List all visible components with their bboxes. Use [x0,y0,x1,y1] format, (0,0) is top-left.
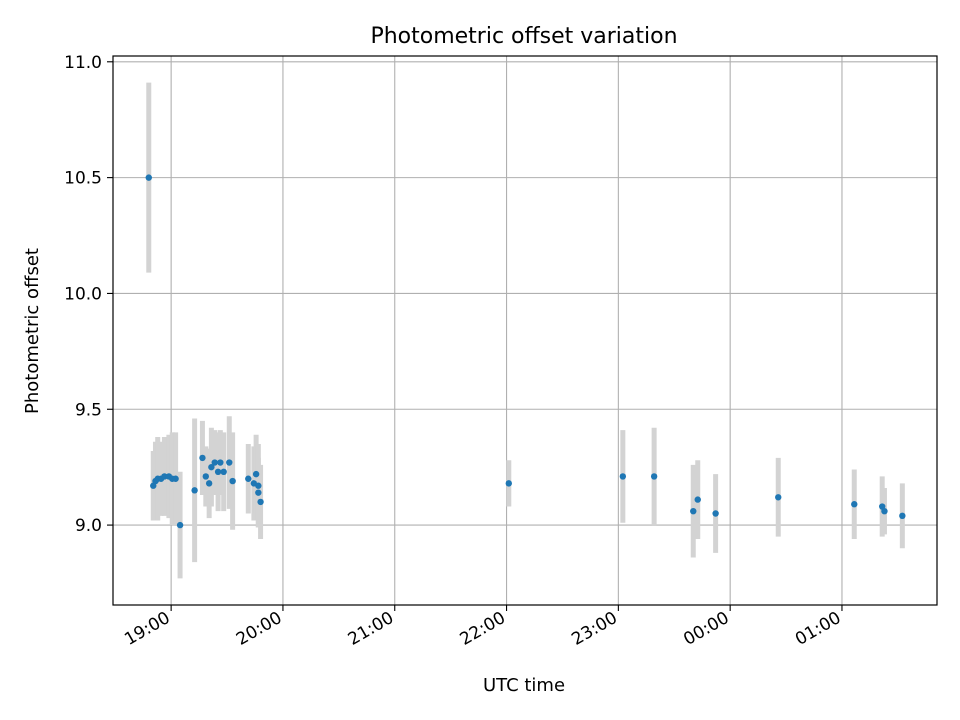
y-tick-label: 9.5 [75,400,102,420]
data-point [226,459,233,466]
data-point [255,482,262,489]
data-point [775,494,782,501]
plot-frame [112,55,938,606]
y-axis-label: Photometric offset [22,248,43,414]
data-point [245,475,252,482]
data-points [145,174,906,529]
data-point [191,487,198,494]
y-tick-label: 9.0 [75,516,102,536]
data-point [229,477,236,485]
x-tick-label: 01:00 [792,608,844,650]
data-point [505,480,512,487]
x-axis-label: UTC time [483,675,565,696]
data-point [899,512,906,520]
data-point [172,475,179,482]
data-point [255,489,262,496]
data-point [145,174,152,181]
y-tick-label: 10.5 [64,169,102,189]
data-point [202,473,209,480]
x-tick-label: 00:00 [680,608,732,650]
data-point [252,470,260,478]
data-point [257,498,264,506]
data-point [161,473,168,480]
data-point [205,480,213,487]
data-point [176,521,184,529]
x-axis-ticks: 19:00 20:00 21:00 22:00 23:00 00:00 01:00 [121,605,844,650]
x-tick-label: 22:00 [457,608,509,650]
data-point [211,459,218,466]
x-tick-label: 23:00 [568,608,620,650]
x-tick-label: 21:00 [345,608,397,650]
y-tick-label: 11.0 [64,53,102,73]
data-point [650,473,658,480]
data-point [690,507,697,515]
y-tick-label: 10.0 [64,284,102,304]
data-point [694,496,701,503]
data-point [220,468,227,476]
x-tick-label: 19:00 [121,608,173,650]
data-point [881,507,888,515]
y-axis-ticks: 9.0 9.5 10.0 10.5 11.0 [64,53,113,536]
data-point [712,510,719,517]
grid [113,56,937,605]
chart-title: Photometric offset variation [370,24,677,49]
data-point [851,501,858,508]
data-point [619,473,627,480]
data-point [208,463,215,471]
x-tick-label: 20:00 [233,608,285,650]
data-point [214,468,222,476]
data-point [199,454,206,462]
data-point [217,459,224,466]
